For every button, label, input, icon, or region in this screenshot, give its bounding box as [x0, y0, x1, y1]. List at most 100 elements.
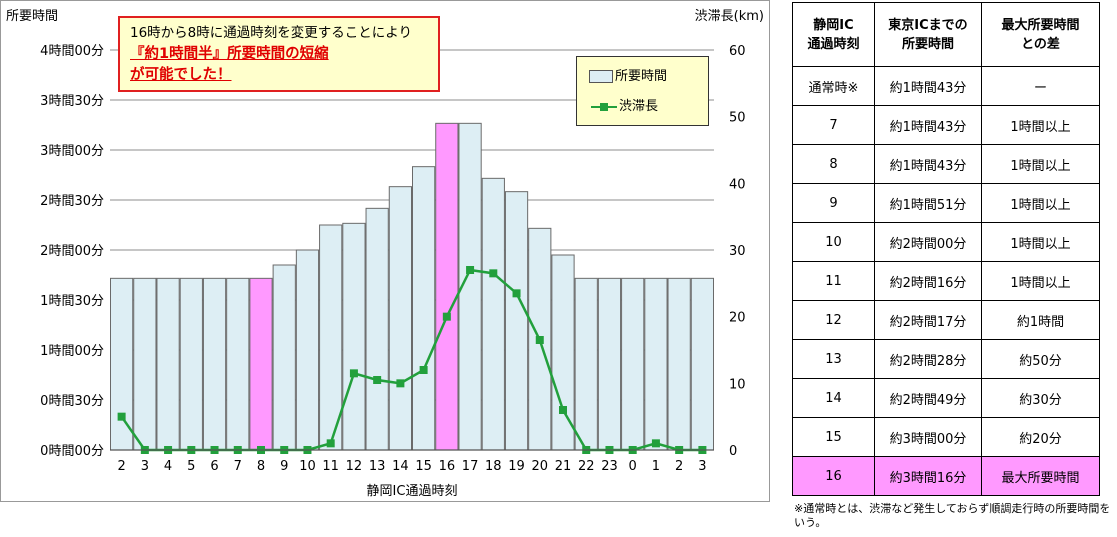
x-tick-label: 16 [439, 459, 456, 474]
bar [365, 207, 389, 451]
table-cell: 約2時間28分 [874, 339, 982, 379]
table-row: 11 約2時間16分 1時間以上 [792, 261, 1100, 301]
left-tick-label: 3時間00分 [40, 144, 104, 159]
x-tick-label: 10 [299, 459, 316, 474]
left-tick-label: 0時間00分 [40, 444, 104, 459]
bar [644, 277, 668, 451]
bar [295, 249, 320, 451]
right-tick-label: 0 [729, 444, 737, 459]
chart-legend: 所要時間 渋滞長 [576, 56, 709, 126]
left-tick-label: 1時間00分 [40, 344, 104, 359]
line-point [512, 289, 521, 298]
table-cell: 約1時間43分 [874, 105, 982, 145]
table-row: 7 約1時間43分 1時間以上 [792, 105, 1100, 145]
x-tick-label: 3 [698, 459, 706, 474]
bar [179, 277, 203, 451]
bar [690, 277, 714, 451]
bar [412, 166, 436, 451]
line-point [442, 312, 451, 321]
table-cell: ー [981, 66, 1100, 106]
x-tick-label: 2 [117, 459, 125, 474]
table-cell: 12 [792, 300, 875, 340]
legend-swatch-bar [589, 70, 613, 83]
table-cell: 16 [792, 456, 875, 496]
left-tick-label: 2時間00分 [40, 244, 104, 259]
table-cell: 約2時間49分 [874, 378, 982, 418]
x-tick-label: 19 [508, 459, 525, 474]
bar [481, 177, 505, 451]
right-tick-label: 10 [729, 377, 746, 392]
callout-line2: 『約1時間半』所要時間の短縮 [130, 46, 329, 62]
line-point [535, 336, 544, 344]
right-axis-title: 渋滞長(km) [695, 9, 764, 24]
x-tick-label: 5 [187, 459, 195, 474]
left-axis-title: 所要時間 [6, 9, 58, 24]
bar [621, 277, 645, 451]
table-cell: 通常時※ [792, 66, 875, 106]
x-tick-label: 17 [462, 459, 479, 474]
table-cell: 約30分 [981, 378, 1100, 418]
footnote: ※通常時とは、渋滞など発生しておらず順調走行時の所要時間をいう。 [794, 502, 1111, 529]
x-tick-label: 21 [555, 459, 572, 474]
table-row: 16 約3時間16分 最大所要時間 [792, 456, 1100, 496]
table-row: 9 約1時間51分 1時間以上 [792, 183, 1100, 223]
bar [667, 277, 691, 451]
right-tick-label: 50 [729, 111, 746, 126]
bar [226, 277, 250, 451]
bar [272, 264, 296, 451]
x-tick-label: 0 [629, 459, 637, 474]
table-cell: 約3時間16分 [874, 456, 982, 496]
bar [342, 222, 366, 451]
left-tick-label: 4時間00分 [40, 44, 104, 59]
table-row: 12 約2時間17分 約1時間 [792, 300, 1100, 340]
table-cell: 13 [792, 339, 875, 379]
line-point [559, 406, 567, 414]
table-cell: 1時間以上 [981, 105, 1100, 145]
x-tick-label: 6 [210, 459, 218, 474]
left-tick-label: 1時間30分 [40, 294, 104, 309]
chart-panel: 所要時間 渋滞長(km) 0時間00分 0時間30分 1時間00分 1時間30分 2時間00… [0, 0, 770, 502]
x-tick-label: 7 [234, 459, 242, 474]
callout-line3: が可能でした！ [130, 67, 232, 83]
table-cell: 7 [792, 105, 875, 145]
right-tick-label: 40 [729, 177, 746, 192]
table-header-duration: 東京ICまでの 所要時間 [874, 2, 982, 67]
table-cell: 約1時間51分 [874, 183, 982, 223]
x-tick-label: 9 [280, 459, 288, 474]
table-cell: 約2時間00分 [874, 222, 982, 262]
x-axis-title: 静岡IC通過時刻 [367, 484, 458, 499]
x-tick-label: 12 [346, 459, 363, 474]
x-tick-label: 4 [164, 459, 172, 474]
x-tick-label: 3 [141, 459, 149, 474]
table-cell: 9 [792, 183, 875, 223]
right-tick-label: 60 [729, 44, 746, 59]
left-tick-label: 2時間30分 [40, 194, 104, 209]
table-cell: 10 [792, 222, 875, 262]
table-cell: 約1時間43分 [874, 66, 982, 106]
table-cell: 最大所要時間 [981, 456, 1100, 496]
bar [249, 277, 273, 451]
left-tick-label: 3時間30分 [40, 94, 104, 109]
table-cell: 約1時間 [981, 300, 1100, 340]
left-tick-label: 0時間30分 [40, 394, 104, 409]
x-tick-label: 11 [322, 459, 339, 474]
table-cell: 14 [792, 378, 875, 418]
table-row: 通常時※ 約1時間43分ー [792, 66, 1100, 106]
table-cell: 約1時間43分 [874, 144, 982, 184]
table-header-diff: 最大所要時間 との差 [981, 2, 1100, 67]
data-table: 静岡IC 通過時刻 東京ICまでの 所要時間 最大所要時間 との差 通常時※ 約1時間4… [792, 2, 1100, 496]
bar [574, 277, 598, 451]
legend-label-bar: 所要時間 [615, 69, 668, 84]
x-tick-label: 14 [392, 459, 409, 474]
table-cell: 1時間以上 [981, 144, 1100, 184]
line-point [419, 366, 428, 374]
x-tick-label: 2 [675, 459, 683, 474]
x-tick-label: 13 [369, 459, 386, 474]
legend-item-line: 渋滞長 [591, 97, 658, 117]
table-row: 10 約2時間00分 1時間以上 [792, 222, 1100, 262]
line-point [326, 439, 335, 448]
table-cell: 1時間以上 [981, 183, 1100, 223]
table-row: 8 約1時間43分 1時間以上 [792, 144, 1100, 184]
table-cell: 約50分 [981, 339, 1100, 379]
bar [110, 277, 134, 451]
